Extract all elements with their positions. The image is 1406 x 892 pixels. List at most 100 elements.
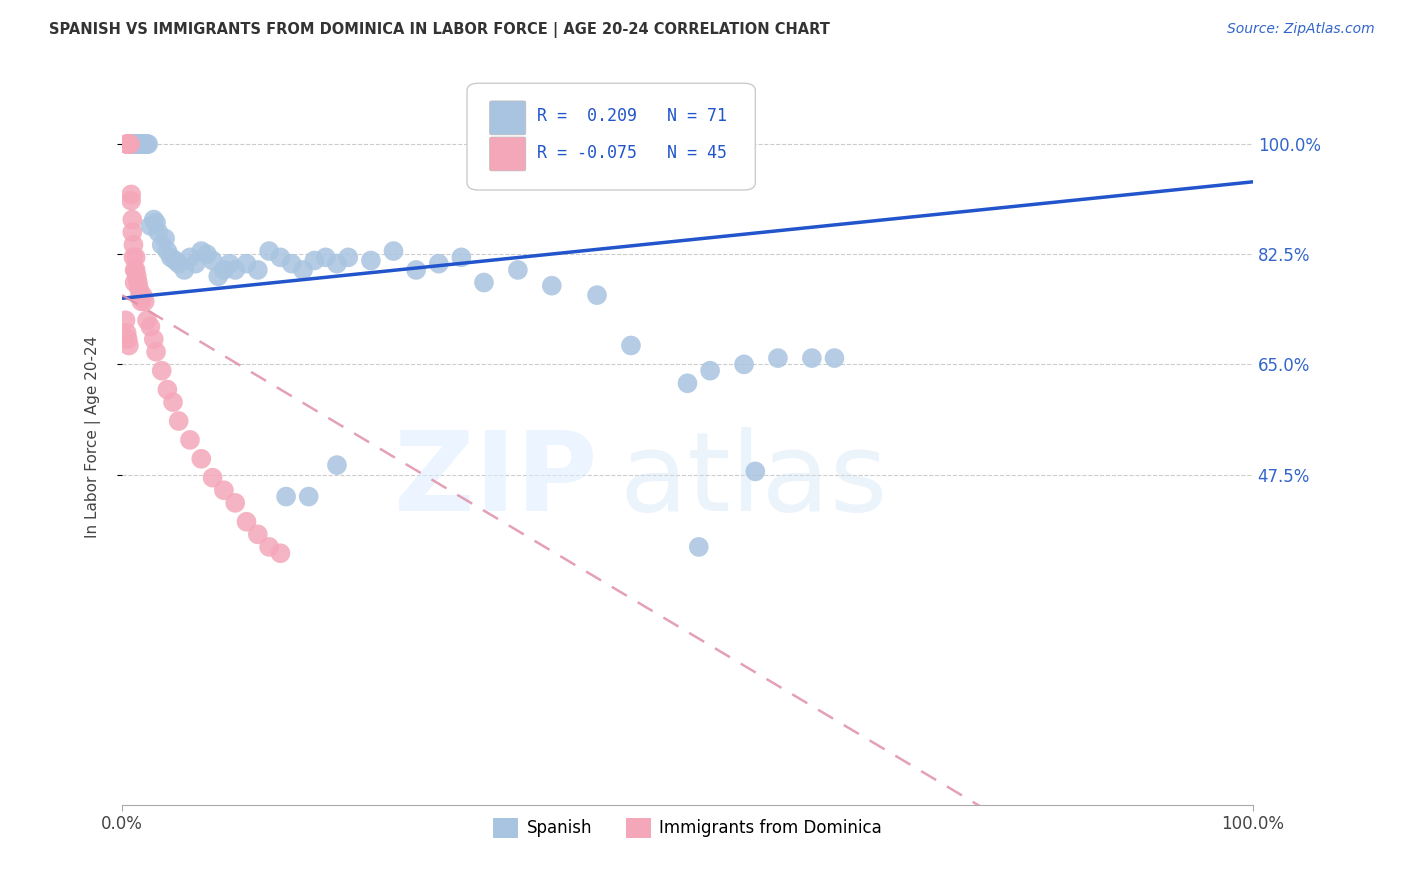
Point xyxy=(269,251,291,265)
Point xyxy=(128,136,150,151)
Point xyxy=(156,244,179,258)
Point xyxy=(125,251,148,265)
Text: ZIP: ZIP xyxy=(394,427,598,534)
Point xyxy=(134,294,156,309)
Point xyxy=(699,364,721,378)
Point xyxy=(117,136,139,151)
Point xyxy=(131,136,153,151)
Point xyxy=(235,515,257,529)
Point xyxy=(118,136,141,151)
Point xyxy=(122,251,145,265)
Point xyxy=(117,136,139,151)
Point xyxy=(117,136,139,151)
Point xyxy=(148,225,170,239)
Point xyxy=(121,225,143,239)
Point xyxy=(124,276,146,290)
Point xyxy=(122,136,145,151)
Point xyxy=(129,288,152,302)
Point xyxy=(127,276,149,290)
Point xyxy=(800,351,823,365)
Point xyxy=(620,338,643,352)
Point xyxy=(450,251,472,265)
Point xyxy=(118,136,141,151)
Point xyxy=(304,253,326,268)
Point xyxy=(118,136,141,151)
Text: R = -0.075   N = 45: R = -0.075 N = 45 xyxy=(537,145,727,162)
Point xyxy=(159,251,181,265)
Point xyxy=(114,313,136,327)
Point xyxy=(124,136,146,151)
Point xyxy=(139,319,162,334)
Point xyxy=(165,253,187,268)
Point xyxy=(688,540,710,554)
Point xyxy=(118,338,141,352)
Point xyxy=(298,490,321,504)
Point xyxy=(150,237,173,252)
Point xyxy=(150,364,173,378)
Point xyxy=(125,263,148,277)
Point xyxy=(315,251,337,265)
Point xyxy=(195,247,218,261)
Point xyxy=(201,253,224,268)
Point xyxy=(131,294,153,309)
Point xyxy=(292,263,315,277)
Point xyxy=(235,257,257,271)
Point xyxy=(382,244,405,258)
Point xyxy=(145,344,167,359)
Legend: Spanish, Immigrants from Dominica: Spanish, Immigrants from Dominica xyxy=(486,811,889,845)
Point xyxy=(766,351,789,365)
Point xyxy=(121,212,143,227)
Point xyxy=(190,244,212,258)
Point xyxy=(153,231,176,245)
Point xyxy=(125,136,148,151)
Point xyxy=(326,458,349,472)
FancyBboxPatch shape xyxy=(489,101,526,135)
Point xyxy=(506,263,529,277)
Point xyxy=(128,282,150,296)
Point xyxy=(142,212,165,227)
Point xyxy=(405,263,427,277)
Y-axis label: In Labor Force | Age 20-24: In Labor Force | Age 20-24 xyxy=(86,335,101,538)
Point xyxy=(118,136,141,151)
Point xyxy=(136,313,159,327)
Point xyxy=(207,269,229,284)
Point xyxy=(115,326,138,340)
Point xyxy=(120,194,142,208)
Point xyxy=(733,357,755,371)
Point xyxy=(744,464,766,478)
Point xyxy=(118,136,141,151)
Point xyxy=(179,433,201,447)
Text: Source: ZipAtlas.com: Source: ZipAtlas.com xyxy=(1227,22,1375,37)
Point xyxy=(224,496,246,510)
Point xyxy=(132,136,155,151)
Point xyxy=(131,136,153,151)
Point xyxy=(201,471,224,485)
Point xyxy=(118,136,141,151)
Point xyxy=(131,288,153,302)
Point xyxy=(824,351,846,365)
Point xyxy=(280,257,302,271)
Point xyxy=(190,451,212,466)
Point xyxy=(122,237,145,252)
Point xyxy=(125,136,148,151)
Point xyxy=(224,263,246,277)
Point xyxy=(274,490,297,504)
Point xyxy=(257,244,280,258)
Point xyxy=(212,483,235,498)
Point xyxy=(218,257,240,271)
Point xyxy=(120,187,142,202)
Point xyxy=(676,376,699,391)
Point xyxy=(257,540,280,554)
Point xyxy=(136,136,159,151)
Point xyxy=(269,546,291,560)
Point xyxy=(167,414,190,428)
Point xyxy=(184,257,207,271)
Point xyxy=(121,136,143,151)
Point xyxy=(145,216,167,230)
Point xyxy=(127,136,149,151)
Point xyxy=(125,269,148,284)
Point xyxy=(129,136,152,151)
Point xyxy=(173,263,195,277)
Point xyxy=(586,288,609,302)
Point xyxy=(212,263,235,277)
